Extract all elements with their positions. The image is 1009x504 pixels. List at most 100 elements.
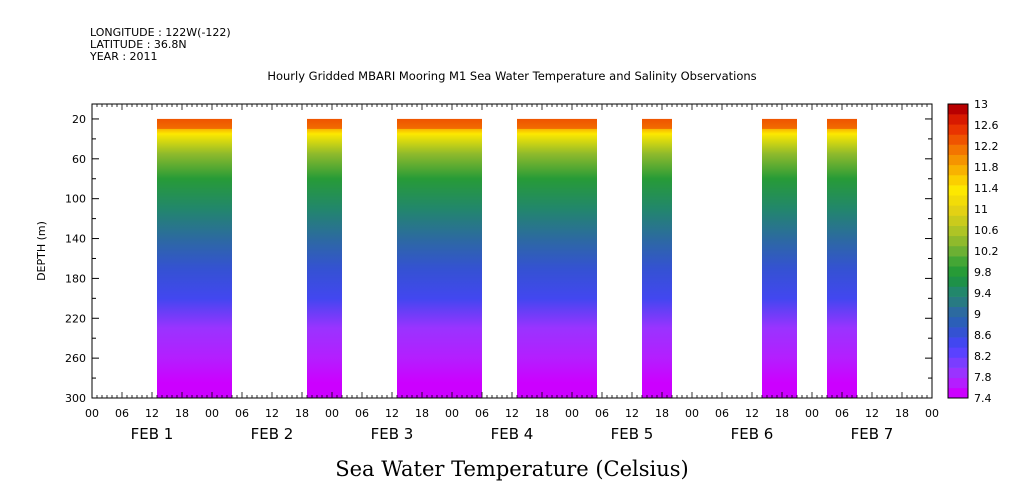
colorbar-cell — [948, 245, 968, 257]
colorbar-cell — [948, 347, 968, 358]
colorbar-label: 11 — [974, 203, 988, 216]
y-tick-label: 180 — [65, 272, 86, 285]
colorbar-cell — [948, 266, 968, 277]
longitude-label: LONGITUDE : 122W(-122) — [90, 26, 231, 39]
colorbar-cell — [948, 104, 968, 115]
colorbar-cell — [948, 124, 968, 135]
colorbar-cell — [948, 164, 968, 176]
surface-band — [827, 118, 857, 129]
data-window — [642, 118, 672, 398]
x-tick-label: 18 — [895, 407, 909, 420]
x-axis-label: Sea Water Temperature (Celsius) — [335, 457, 689, 481]
x-tick-label: 00 — [85, 407, 99, 420]
colorbar-cell — [948, 185, 968, 196]
x-tick-label: 06 — [715, 407, 729, 420]
colorbar-cell — [948, 276, 968, 287]
colorbar-cell — [948, 316, 968, 328]
axes: 20 60 100 140 180 220 260 300 00 06 12 18 00 06 12 18 00… — [65, 104, 939, 443]
y-tick-label: 300 — [65, 392, 86, 405]
x-tick-label: 00 — [685, 407, 699, 420]
data-window — [517, 118, 597, 398]
colorbar-cell — [948, 337, 968, 348]
colorbar-label: 10.6 — [974, 224, 999, 237]
colorbar-label: 10.2 — [974, 245, 999, 258]
colorbar-cell — [948, 154, 968, 166]
x-tick-label: 00 — [205, 407, 219, 420]
x-tick-label: 12 — [505, 407, 519, 420]
day-label: FEB 7 — [851, 425, 894, 443]
surface-band — [157, 118, 232, 129]
colorbar-cell — [948, 174, 968, 186]
colorbar-cell — [948, 114, 968, 125]
x-tick-label: 12 — [625, 407, 639, 420]
colorbar-label: 7.4 — [974, 392, 992, 405]
x-tick-label: 06 — [355, 407, 369, 420]
colorbar-label: 11.8 — [974, 161, 999, 174]
y-tick-label: 100 — [65, 193, 86, 206]
day-label: FEB 5 — [611, 425, 654, 443]
day-label: FEB 1 — [131, 425, 174, 443]
y-tick-label: 260 — [65, 352, 86, 365]
x-tick-label: 06 — [475, 407, 489, 420]
colorbar-cell — [948, 296, 968, 308]
y-axis-label: DEPTH (m) — [35, 221, 48, 281]
y-tick-label: 20 — [72, 113, 86, 126]
x-tick-label: 18 — [415, 407, 429, 420]
x-tick-label: 18 — [295, 407, 309, 420]
colorbar-cell — [948, 256, 968, 267]
colorbar-cell — [948, 367, 968, 379]
colorbar-cell — [948, 327, 968, 338]
x-tick-label: 12 — [145, 407, 159, 420]
x-tick-label: 06 — [835, 407, 849, 420]
colorbar-cell — [948, 306, 968, 318]
colorbar-label: 8.2 — [974, 350, 992, 363]
day-label: FEB 2 — [251, 425, 294, 443]
x-tick-label: 18 — [175, 407, 189, 420]
day-label: FEB 6 — [731, 425, 774, 443]
x-tick-label: 06 — [235, 407, 249, 420]
surface-band — [642, 118, 672, 129]
data-window — [157, 118, 232, 398]
surface-band — [397, 118, 482, 129]
surface-band — [762, 118, 797, 129]
x-tick-label: 00 — [565, 407, 579, 420]
x-tick-label: 12 — [865, 407, 879, 420]
colorbar-label: 8.6 — [974, 329, 992, 342]
year-label: YEAR : 2011 — [90, 50, 158, 63]
x-tick-label: 18 — [535, 407, 549, 420]
x-tick-label: 06 — [115, 407, 129, 420]
colorbar-cell — [948, 225, 968, 237]
y-tick-label: 140 — [65, 233, 86, 246]
colorbar-cell — [948, 286, 968, 297]
x-tick-label: 00 — [445, 407, 459, 420]
data-window — [307, 118, 342, 398]
colorbar-cell — [948, 205, 968, 216]
y-tick-label: 220 — [65, 312, 86, 325]
x-tick-label: 12 — [385, 407, 399, 420]
colorbar-label: 13 — [974, 98, 988, 111]
colorbar-cell — [948, 357, 968, 368]
colorbar-label: 9.4 — [974, 287, 992, 300]
latitude-label: LATITUDE : 36.8N — [90, 38, 187, 51]
day-label: FEB 4 — [491, 425, 534, 443]
surface-band — [517, 118, 597, 129]
colorbar-frame — [947, 103, 969, 399]
colorbar-cell — [948, 134, 968, 145]
data-window — [397, 118, 482, 398]
data-window — [827, 118, 857, 398]
x-tick-label: 12 — [265, 407, 279, 420]
x-tick-label: 18 — [775, 407, 789, 420]
x-tick-label: 06 — [595, 407, 609, 420]
colorbar-label: 9.8 — [974, 266, 992, 279]
colorbar-label: 9 — [974, 308, 981, 321]
colorbar-cell — [948, 235, 968, 247]
colorbar-cell — [948, 195, 968, 206]
x-tick-label: 00 — [805, 407, 819, 420]
surface-band — [307, 118, 342, 129]
colorbar-label: 12.6 — [974, 119, 999, 132]
x-tick-label: 00 — [925, 407, 939, 420]
colorbar-cell — [948, 144, 968, 155]
colorbar: 13 12.6 12.2 11.8 11.4 11 10.6 10.2 9.8 9.4 9 8.6 8.… — [947, 98, 999, 405]
x-tick-label: 18 — [655, 407, 669, 420]
colorbar-label: 12.2 — [974, 140, 999, 153]
